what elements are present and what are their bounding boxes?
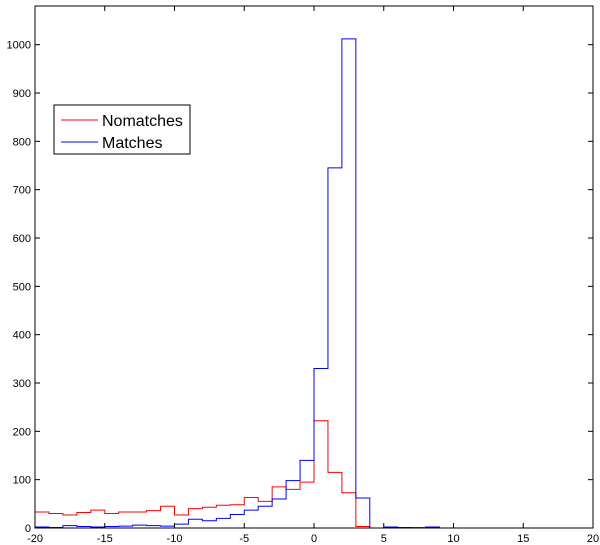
x-tick-label: 5 xyxy=(381,533,387,545)
x-axis: -20 -15 -10 -5 0 5 10 15 20 xyxy=(27,6,599,545)
y-tick-label: 200 xyxy=(13,426,31,438)
series-nomatches xyxy=(34,420,454,529)
series-outline-nomatches xyxy=(34,420,454,529)
legend-label-matches: Matches xyxy=(102,135,162,152)
y-tick-label: 800 xyxy=(13,136,31,148)
x-tick-label: -20 xyxy=(27,533,43,545)
x-tick-label: 20 xyxy=(587,533,599,545)
x-tick-label: -15 xyxy=(97,533,113,545)
y-tick-label: 900 xyxy=(13,88,31,100)
y-tick-label: 1000 xyxy=(7,40,31,52)
y-tick-label: 500 xyxy=(13,281,31,293)
y-tick-label: 400 xyxy=(13,330,31,342)
y-tick-label: 700 xyxy=(13,185,31,197)
x-tick-label: -10 xyxy=(167,533,183,545)
x-tick-label: 15 xyxy=(517,533,529,545)
legend: Nomatches Matches xyxy=(53,104,191,155)
y-axis: 0 100 200 300 400 500 600 700 800 900 1000 xyxy=(7,40,593,535)
y-tick-label: 100 xyxy=(13,475,31,487)
y-tick-label: 600 xyxy=(13,233,31,245)
x-tick-label: -5 xyxy=(239,533,249,545)
legend-label-nomatches: Nomatches xyxy=(102,113,183,130)
x-tick-label: 0 xyxy=(311,533,317,545)
y-tick-label: 0 xyxy=(25,523,31,535)
legend-box xyxy=(53,104,191,155)
y-tick-label: 300 xyxy=(13,378,31,390)
x-tick-label: 10 xyxy=(447,533,459,545)
